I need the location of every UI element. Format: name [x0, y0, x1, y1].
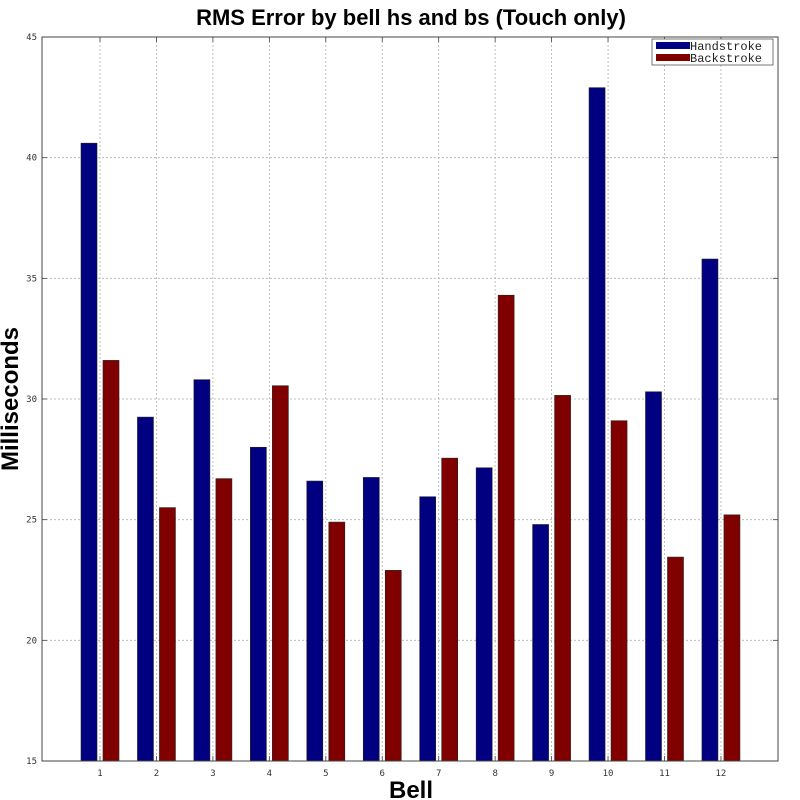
x-tick-label: 5	[323, 769, 328, 779]
bar-handstroke-6	[362, 477, 380, 762]
bar-handstroke-8	[475, 467, 493, 762]
y-tick-label: 15	[26, 757, 37, 767]
x-tick-label: 11	[659, 769, 670, 779]
y-axis-label: Milliseconds	[0, 327, 24, 471]
x-axis-ticks: 1 2 3 4 5 6 7 8 9 10 11 12	[97, 37, 726, 779]
chart-title: RMS Error by bell hs and bs (Touch only)	[196, 5, 626, 30]
x-tick-label: 8	[492, 769, 497, 779]
x-tick-label: 2	[154, 769, 159, 779]
bar-handstroke-7	[419, 496, 437, 762]
bar-handstroke-9	[532, 524, 549, 762]
bar-backstroke-2	[159, 507, 176, 762]
bar-backstroke-12	[723, 514, 741, 762]
x-tick-label: 7	[436, 769, 441, 779]
y-axis-ticks: 15 20 25 30 35 40 45	[26, 33, 778, 767]
bar-backstroke-1	[102, 360, 120, 762]
legend-label-handstroke: Handstroke	[690, 40, 762, 54]
bar-handstroke-1	[80, 142, 98, 762]
x-tick-label: 1	[97, 769, 102, 779]
x-axis-label: Bell	[389, 777, 433, 800]
bar-handstroke-3	[193, 379, 211, 762]
y-tick-label: 40	[26, 154, 37, 164]
bar-backstroke-3	[215, 478, 233, 762]
x-tick-label: 6	[380, 769, 385, 779]
bar-handstroke-2	[137, 416, 154, 762]
bar-handstroke-12	[701, 258, 719, 762]
y-tick-label: 30	[26, 395, 37, 405]
bars	[80, 87, 741, 762]
bar-handstroke-5	[306, 480, 324, 762]
bar-backstroke-7	[441, 457, 459, 762]
x-tick-label: 3	[210, 769, 215, 779]
legend-swatch-backstroke	[656, 54, 690, 61]
y-tick-label: 25	[26, 516, 37, 526]
bar-backstroke-8	[497, 294, 515, 762]
x-tick-label: 9	[549, 769, 554, 779]
bar-backstroke-6	[384, 570, 402, 762]
y-tick-label: 20	[26, 636, 37, 646]
bar-backstroke-4	[272, 385, 289, 762]
y-tick-label: 35	[26, 274, 37, 284]
x-tick-label: 12	[716, 769, 727, 779]
x-tick-label: 4	[267, 769, 272, 779]
bar-backstroke-11	[667, 556, 684, 762]
bar-backstroke-5	[328, 521, 346, 762]
bar-handstroke-10	[588, 87, 606, 762]
bar-backstroke-9	[554, 395, 571, 762]
legend-label-backstroke: Backstroke	[690, 52, 762, 66]
y-tick-label: 45	[26, 33, 37, 43]
bar-handstroke-4	[250, 446, 267, 762]
bar-handstroke-11	[645, 391, 662, 762]
bar-backstroke-10	[610, 420, 628, 762]
x-tick-label: 10	[603, 769, 614, 779]
legend-swatch-handstroke	[656, 42, 690, 49]
